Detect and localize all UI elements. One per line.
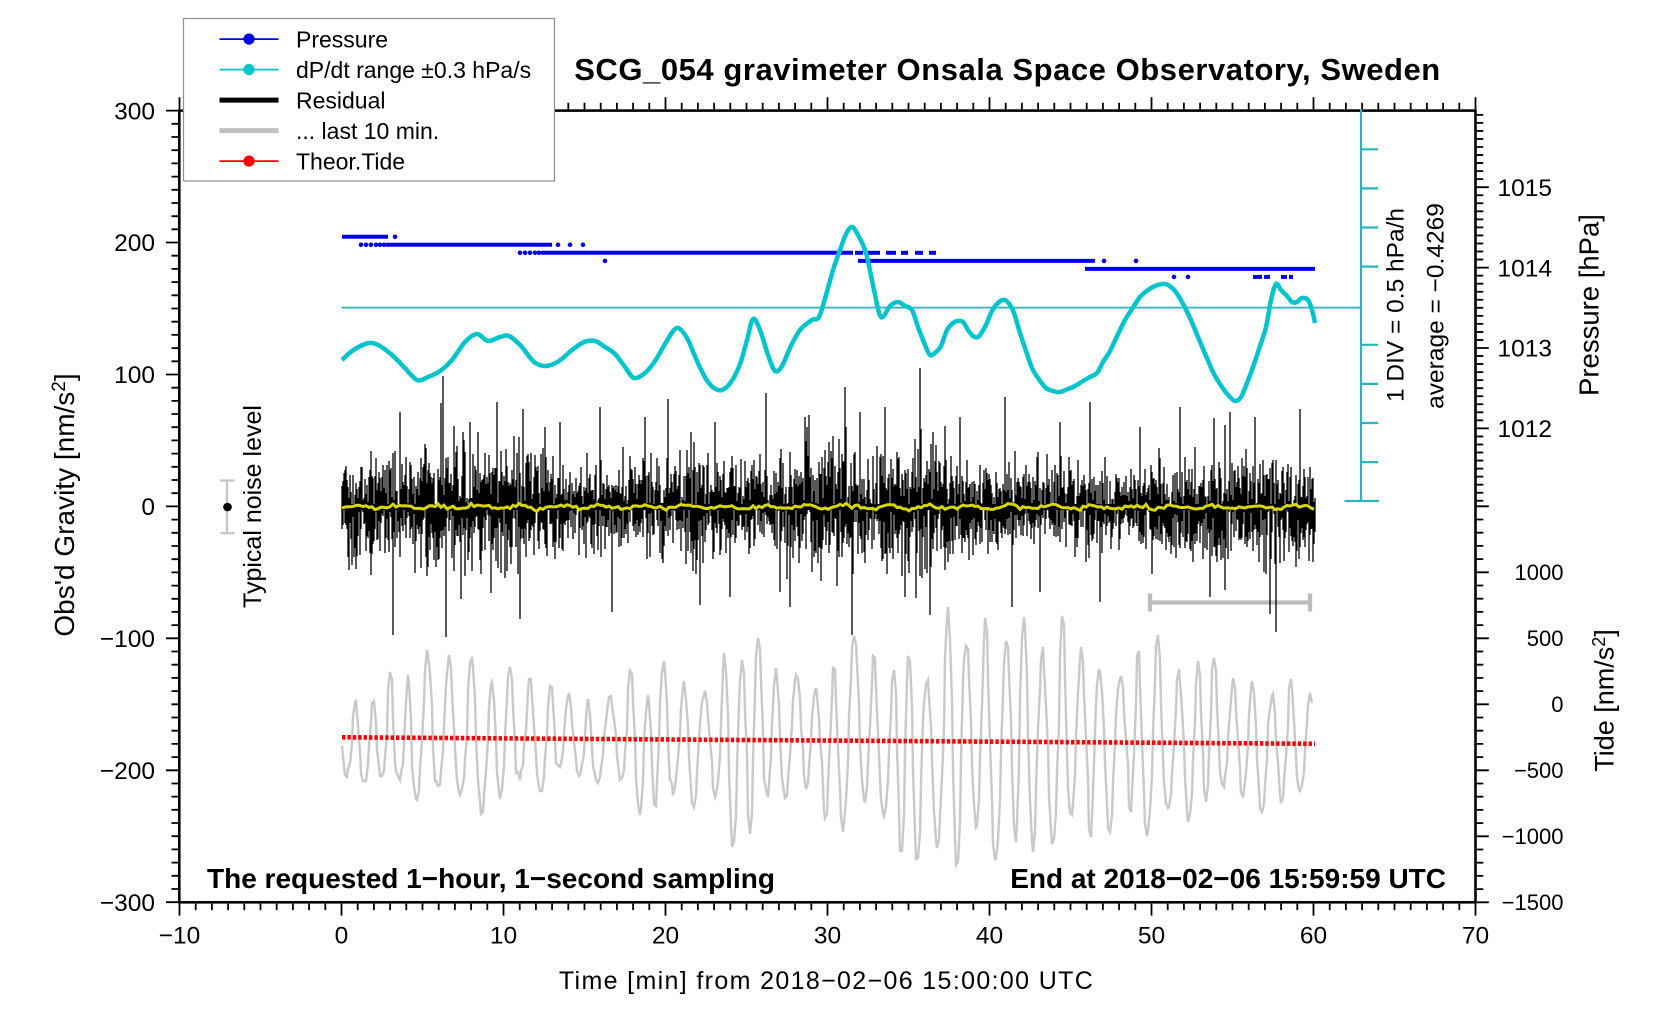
svg-text:70: 70 (1462, 923, 1489, 950)
svg-text:20: 20 (652, 923, 679, 950)
svg-text:Tide [nm/s2]: Tide [nm/s2] (1589, 629, 1620, 772)
svg-text:200: 200 (114, 230, 155, 257)
svg-text:100: 100 (114, 362, 155, 389)
svg-text:The requested 1−hour, 1−second: The requested 1−hour, 1−second sampling (207, 863, 775, 894)
svg-text:Pressure [hPa]: Pressure [hPa] (1574, 214, 1605, 396)
svg-text:average = −0.4269: average = −0.4269 (1423, 203, 1450, 409)
svg-text:−100: −100 (100, 626, 155, 653)
svg-text:1015: 1015 (1497, 175, 1552, 202)
svg-text:300: 300 (114, 98, 155, 125)
svg-text:... last 10 min.: ... last 10 min. (296, 118, 439, 144)
svg-text:30: 30 (814, 923, 841, 950)
svg-text:Time [min] from 2018−02−06 15:: Time [min] from 2018−02−06 15:00:00 UTC (559, 967, 1094, 995)
svg-text:Residual: Residual (296, 88, 386, 114)
svg-text:−500: −500 (1514, 758, 1564, 783)
svg-text:1013: 1013 (1497, 336, 1552, 363)
svg-text:Typical noise level: Typical noise level (239, 405, 267, 608)
svg-text:−1000: −1000 (1502, 824, 1564, 849)
svg-text:0: 0 (141, 494, 155, 521)
svg-text:10: 10 (490, 923, 517, 950)
svg-text:End at 2018−02−06 15:59:59 UTC: End at 2018−02−06 15:59:59 UTC (1010, 863, 1446, 894)
svg-text:1014: 1014 (1497, 255, 1552, 282)
svg-text:−10: −10 (159, 923, 201, 950)
svg-text:0: 0 (335, 923, 349, 950)
svg-text:60: 60 (1300, 923, 1327, 950)
svg-text:Obs'd Gravity [nm/s2]: Obs'd Gravity [nm/s2] (49, 373, 80, 636)
svg-text:Theor.Tide: Theor.Tide (296, 149, 405, 175)
svg-text:−200: −200 (100, 758, 155, 785)
svg-text:50: 50 (1138, 923, 1165, 950)
svg-text:40: 40 (976, 923, 1003, 950)
svg-text:−300: −300 (100, 890, 155, 917)
svg-text:0: 0 (1551, 692, 1563, 717)
svg-text:−1500: −1500 (1502, 890, 1564, 915)
svg-text:SCG_054 gravimeter Onsala Spac: SCG_054 gravimeter Onsala Space Observat… (574, 52, 1441, 87)
svg-text:1000: 1000 (1515, 560, 1564, 585)
svg-text:1 DIV = 0.5 hPa/h: 1 DIV = 0.5 hPa/h (1383, 208, 1410, 402)
svg-text:Pressure: Pressure (296, 27, 388, 53)
svg-text:dP/dt range ±0.3 hPa/s: dP/dt range ±0.3 hPa/s (296, 57, 531, 83)
svg-text:1012: 1012 (1497, 416, 1552, 443)
svg-text:500: 500 (1527, 626, 1564, 651)
